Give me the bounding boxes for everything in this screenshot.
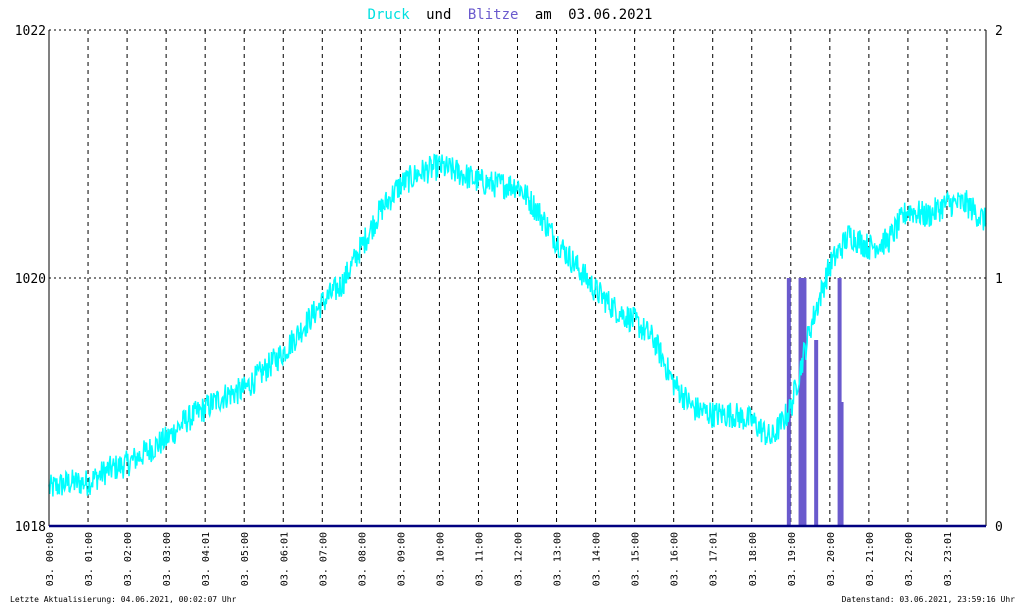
grid xyxy=(49,29,986,527)
lightning-bar xyxy=(814,340,819,526)
x-tick-label: 03. 22:00 xyxy=(904,532,915,586)
x-tick-label: 03. 19:00 xyxy=(787,532,798,586)
footer-last-update: Letzte Aktualisierung: 04.06.2021, 00:02… xyxy=(10,595,237,604)
right-tick-label: 1 xyxy=(995,272,1003,287)
x-tick-label: 03. 09:00 xyxy=(396,532,407,586)
x-tick-label: 03. 13:00 xyxy=(553,532,564,586)
x-tick-label: 03. 10:00 xyxy=(435,532,446,586)
axes xyxy=(48,30,987,528)
lightning-bar xyxy=(802,278,807,526)
x-tick-label: 03. 05:00 xyxy=(240,532,251,586)
title-und: und xyxy=(426,7,451,23)
x-tick-label: 03. 16:00 xyxy=(670,532,681,586)
right-tick-label: 2 xyxy=(995,24,1003,39)
left-axis-labels: 1018 1020 1022 xyxy=(15,24,46,535)
x-tick-label: 03. 18:00 xyxy=(748,532,759,586)
x-tick-label: 03. 00:00 xyxy=(45,532,56,586)
pressure-line xyxy=(48,153,987,497)
x-tick-label: 03. 06:01 xyxy=(279,532,290,586)
left-tick-label: 1018 xyxy=(15,520,46,535)
x-tick-label: 03. 04:01 xyxy=(201,532,212,586)
x-tick-label: 03. 14:00 xyxy=(592,532,603,586)
x-tick-label: 03. 23:01 xyxy=(943,532,954,586)
title-blitze: Blitze xyxy=(468,7,519,23)
x-tick-label: 03. 03:00 xyxy=(162,532,173,586)
lightning-bar xyxy=(839,402,844,526)
left-tick-label: 1020 xyxy=(15,272,46,287)
x-tick-label: 03. 07:00 xyxy=(318,532,329,586)
pressure-line-group xyxy=(48,153,987,497)
chart-title: Druck und Blitze am 03.06.2021 xyxy=(368,7,653,23)
title-druck: Druck xyxy=(368,7,411,23)
x-tick-label: 03. 12:00 xyxy=(514,532,525,586)
title-date: 03.06.2021 xyxy=(568,7,652,23)
x-tick-label: 03. 20:00 xyxy=(826,532,837,586)
x-tick-label: 03. 08:00 xyxy=(357,532,368,586)
x-tick-label: 03. 02:00 xyxy=(123,532,134,586)
x-tick-label: 03. 21:00 xyxy=(865,532,876,586)
footer-data-state: Datenstand: 03.06.2021, 23:59:16 Uhr xyxy=(841,595,1015,604)
x-tick-label: 03. 11:00 xyxy=(474,532,485,586)
right-axis-labels: 0 1 2 xyxy=(995,24,1003,535)
right-tick-label: 0 xyxy=(995,520,1003,535)
left-tick-label: 1022 xyxy=(15,24,46,39)
x-tick-label: 03. 17:01 xyxy=(709,532,720,586)
x-tick-label: 03. 01:00 xyxy=(84,532,95,586)
x-tick-label: 03. 15:00 xyxy=(631,532,642,586)
x-axis-labels: 03. 00:00 03. 01:00 03. 02:00 03. 03:00 03. … xyxy=(45,532,954,586)
title-am: am xyxy=(535,7,552,23)
